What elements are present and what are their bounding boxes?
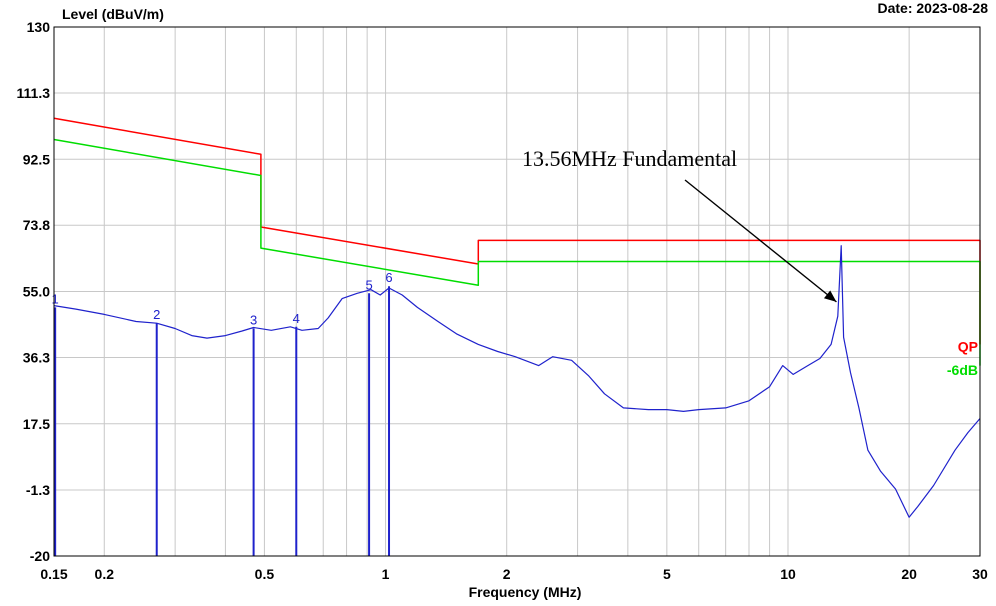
legend: QP -6dB [947,338,978,378]
chart-grid [54,26,981,557]
marker-label: 2 [153,307,160,322]
y-tick-label: -1.3 [26,482,50,498]
marker-label: 6 [385,270,392,285]
date-label: Date: 2023-08-28 [877,0,988,16]
series-layer [53,117,981,518]
y-tick-label: -20 [30,548,50,564]
plot-frame [53,26,981,557]
series-line-measurement [53,245,981,518]
marker-layer: 1 2 3 4 5 6 [52,270,393,556]
x-tick-label: 0.15 [40,566,67,582]
y-tick-label: 92.5 [23,151,50,167]
marker-label: 4 [293,311,300,326]
y-tick-label: 73.8 [23,217,50,233]
y-tick-label: 36.3 [23,349,50,365]
y-axis-title: Level (dBuV/m) [62,6,164,22]
y-tick-label: 55.0 [23,284,50,300]
x-tick-label: 20 [901,566,917,582]
legend-label: -6dB [947,362,978,378]
x-tick-label: 1 [382,566,390,582]
x-tick-label: 0.2 [95,566,115,582]
annotation-text: 13.56MHz Fundamental [522,146,737,171]
x-tick-label: 30 [972,566,988,582]
y-tick-label: 17.5 [23,416,50,432]
x-axis-title: Frequency (MHz) [469,584,582,600]
legend-label: QP [958,338,978,354]
x-tick-label: 10 [780,566,796,582]
marker-label: 1 [52,291,59,306]
annotation-arrowhead [823,290,837,302]
annotation-arrow [684,179,837,303]
annotation: 13.56MHz Fundamental [522,146,837,303]
marker-label: 5 [365,277,372,292]
x-tick-label: 2 [503,566,511,582]
x-tick-label: 5 [663,566,671,582]
x-tick-label: 0.5 [255,566,275,582]
y-tick-label: 130 [27,19,51,35]
marker-label: 3 [250,313,257,328]
y-tick-label: 111.3 [17,85,51,101]
series-line-qp [53,117,981,345]
